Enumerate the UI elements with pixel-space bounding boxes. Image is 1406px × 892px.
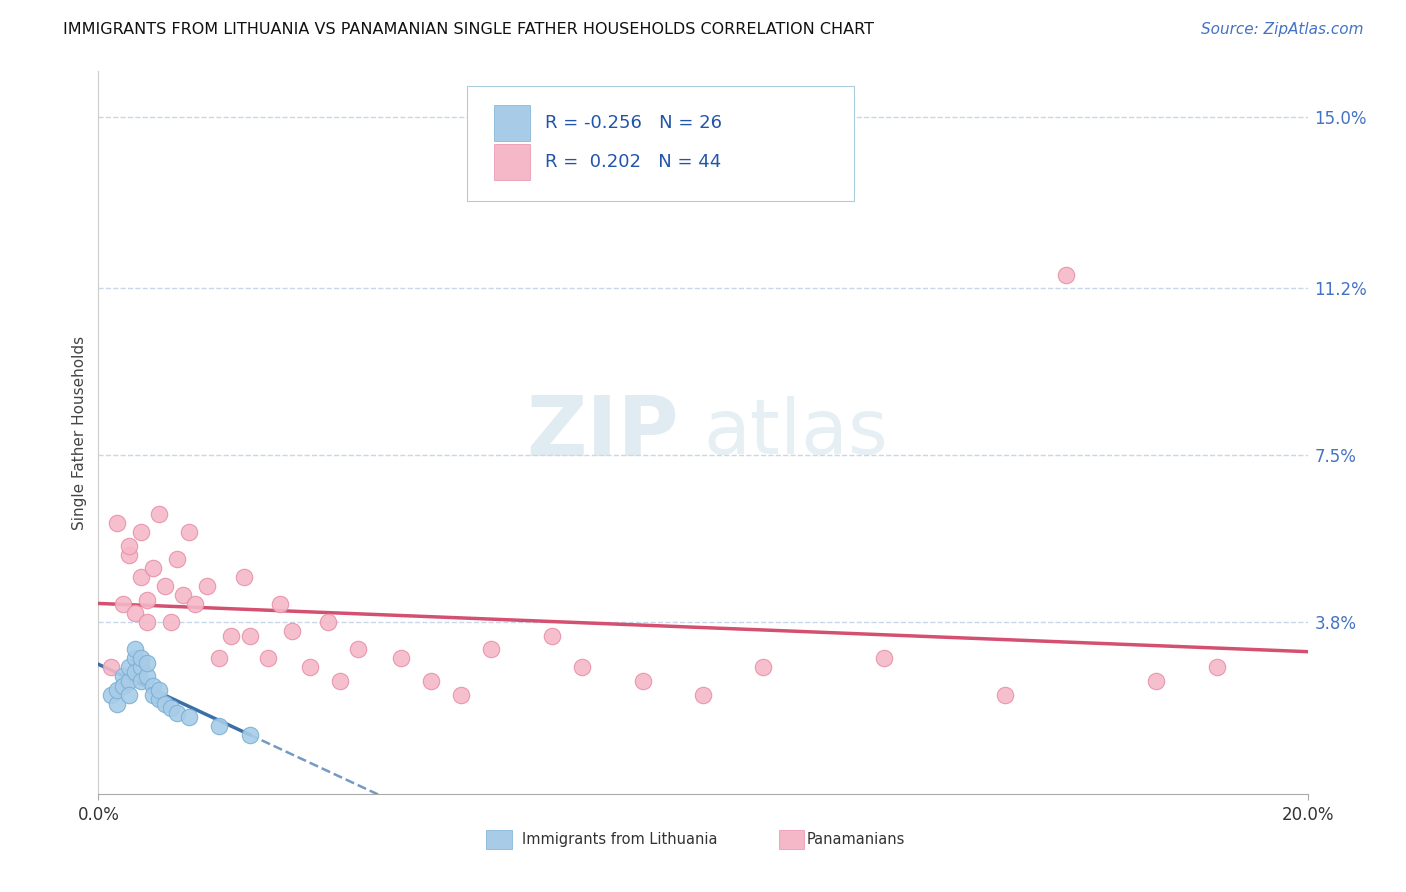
Point bbox=[148, 507, 170, 521]
Text: Source: ZipAtlas.com: Source: ZipAtlas.com bbox=[1201, 22, 1364, 37]
Point bbox=[179, 524, 201, 539]
Point bbox=[571, 660, 593, 674]
Point bbox=[135, 615, 157, 630]
Point bbox=[160, 701, 183, 715]
Point bbox=[239, 629, 262, 643]
Text: Immigrants from Lithuania: Immigrants from Lithuania bbox=[522, 832, 717, 847]
Point bbox=[256, 651, 278, 665]
Point bbox=[100, 660, 122, 674]
Point bbox=[105, 516, 128, 530]
Point bbox=[129, 660, 152, 674]
Point bbox=[316, 615, 339, 630]
Point bbox=[148, 692, 170, 706]
FancyBboxPatch shape bbox=[467, 86, 855, 202]
Point bbox=[208, 651, 231, 665]
Point bbox=[124, 642, 146, 657]
Text: R = -0.256   N = 26: R = -0.256 N = 26 bbox=[544, 114, 721, 132]
Point bbox=[540, 629, 562, 643]
Point bbox=[142, 561, 165, 575]
Point bbox=[179, 710, 201, 724]
Point bbox=[172, 588, 194, 602]
Point bbox=[153, 579, 176, 593]
Point bbox=[129, 570, 152, 584]
Point bbox=[118, 539, 141, 553]
Point bbox=[118, 688, 141, 702]
Point bbox=[148, 683, 170, 698]
Text: R =  0.202   N = 44: R = 0.202 N = 44 bbox=[544, 153, 721, 170]
Point bbox=[153, 697, 176, 711]
Point bbox=[347, 642, 370, 657]
Point bbox=[692, 688, 714, 702]
Point bbox=[142, 688, 165, 702]
Point bbox=[221, 629, 243, 643]
Point bbox=[142, 678, 165, 692]
FancyBboxPatch shape bbox=[494, 105, 530, 142]
Point bbox=[124, 607, 146, 621]
Point bbox=[129, 673, 152, 688]
Point bbox=[1206, 660, 1229, 674]
Point bbox=[118, 673, 141, 688]
Point bbox=[329, 673, 352, 688]
Point bbox=[135, 592, 157, 607]
Point bbox=[166, 706, 188, 720]
Point bbox=[195, 579, 218, 593]
Text: Panamanians: Panamanians bbox=[807, 832, 905, 847]
Point bbox=[184, 597, 207, 611]
Point bbox=[752, 660, 775, 674]
Point bbox=[208, 719, 231, 733]
Point bbox=[239, 728, 262, 742]
Point bbox=[105, 683, 128, 698]
Point bbox=[450, 688, 472, 702]
Point bbox=[269, 597, 291, 611]
Point bbox=[105, 697, 128, 711]
Point bbox=[129, 524, 152, 539]
Point bbox=[124, 665, 146, 679]
Point bbox=[873, 651, 896, 665]
Point bbox=[166, 552, 188, 566]
Point bbox=[281, 624, 304, 639]
Point bbox=[160, 615, 183, 630]
Text: ZIP: ZIP bbox=[526, 392, 679, 473]
Point bbox=[389, 651, 412, 665]
Point bbox=[420, 673, 443, 688]
Text: atlas: atlas bbox=[703, 396, 887, 469]
Point bbox=[135, 656, 157, 670]
Y-axis label: Single Father Households: Single Father Households bbox=[72, 335, 87, 530]
FancyBboxPatch shape bbox=[494, 144, 530, 180]
Point bbox=[481, 642, 503, 657]
Point bbox=[111, 669, 134, 683]
Point bbox=[232, 570, 254, 584]
Point bbox=[111, 597, 134, 611]
Point bbox=[135, 669, 157, 683]
Point bbox=[111, 678, 134, 692]
Text: IMMIGRANTS FROM LITHUANIA VS PANAMANIAN SINGLE FATHER HOUSEHOLDS CORRELATION CHA: IMMIGRANTS FROM LITHUANIA VS PANAMANIAN … bbox=[63, 22, 875, 37]
Point bbox=[100, 688, 122, 702]
Point bbox=[994, 688, 1017, 702]
Point bbox=[1144, 673, 1167, 688]
Point bbox=[124, 651, 146, 665]
Point bbox=[129, 651, 152, 665]
Point bbox=[1054, 268, 1077, 282]
Point bbox=[299, 660, 322, 674]
Point bbox=[118, 660, 141, 674]
Point bbox=[631, 673, 654, 688]
Point bbox=[118, 548, 141, 562]
